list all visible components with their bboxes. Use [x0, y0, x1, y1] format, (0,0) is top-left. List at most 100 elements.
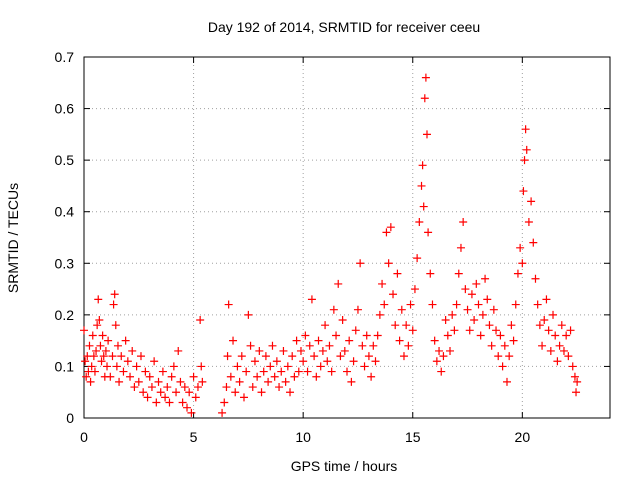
data-point — [136, 352, 145, 361]
data-point — [97, 357, 106, 366]
data-point — [420, 94, 429, 103]
data-point — [426, 269, 435, 278]
data-point — [103, 362, 112, 371]
data-point — [393, 269, 402, 278]
data-point — [518, 259, 527, 268]
data-point — [422, 130, 431, 139]
data-point — [461, 285, 470, 294]
data-point — [96, 341, 105, 350]
data-point — [439, 352, 448, 361]
data-point — [443, 331, 452, 340]
data-point — [222, 383, 231, 392]
x-tick-label: 10 — [295, 429, 311, 445]
data-point — [386, 223, 395, 232]
data-point — [275, 383, 284, 392]
data-point — [538, 341, 547, 350]
data-point — [176, 377, 185, 386]
data-point — [380, 300, 389, 309]
data-point — [516, 243, 525, 252]
data-point — [189, 372, 198, 381]
data-point — [193, 383, 202, 392]
data-point — [286, 388, 295, 397]
y-tick-label: 0.1 — [55, 358, 75, 374]
data-point — [130, 383, 139, 392]
data-point — [111, 321, 120, 330]
data-point — [82, 372, 91, 381]
data-point — [301, 331, 310, 340]
data-point — [551, 331, 560, 340]
data-point — [310, 352, 319, 361]
data-point — [527, 197, 536, 206]
data-point — [347, 377, 356, 386]
data-point — [242, 367, 251, 376]
data-point — [521, 125, 530, 134]
data-point — [272, 357, 281, 366]
data-point — [382, 228, 391, 237]
x-tick-label: 20 — [515, 429, 531, 445]
data-point — [553, 357, 562, 366]
data-point — [402, 321, 411, 330]
data-point — [110, 290, 119, 299]
data-point — [465, 326, 474, 335]
data-point — [220, 398, 229, 407]
data-point — [478, 310, 487, 319]
data-point — [305, 341, 314, 350]
data-point — [223, 352, 232, 361]
x-tick-label: 5 — [190, 429, 198, 445]
data-point — [314, 336, 323, 345]
data-point — [338, 316, 347, 325]
data-point — [113, 341, 122, 350]
data-point — [266, 362, 275, 371]
data-point — [415, 218, 424, 227]
data-point — [145, 372, 154, 381]
x-tick-label: 0 — [80, 429, 88, 445]
y-tick-label: 0 — [66, 410, 74, 426]
data-point — [524, 218, 533, 227]
data-point — [323, 357, 332, 366]
y-tick-label: 0.6 — [55, 101, 75, 117]
data-point — [540, 316, 549, 325]
data-point — [152, 398, 161, 407]
data-point — [288, 352, 297, 361]
data-point — [573, 377, 582, 386]
data-point — [178, 398, 187, 407]
data-point — [90, 367, 99, 376]
data-point — [467, 290, 476, 299]
data-point — [257, 388, 266, 397]
data-point — [413, 254, 422, 263]
data-point — [406, 300, 415, 309]
data-point — [94, 295, 103, 304]
data-point — [360, 362, 369, 371]
data-point — [174, 346, 183, 355]
data-point — [485, 321, 494, 330]
data-point — [115, 377, 124, 386]
data-point — [187, 408, 196, 417]
data-point — [507, 321, 516, 330]
data-point — [231, 388, 240, 397]
data-point — [87, 362, 96, 371]
data-point — [546, 346, 555, 355]
data-point — [172, 388, 181, 397]
data-point — [418, 161, 427, 170]
data-point — [375, 310, 384, 319]
data-point — [92, 346, 101, 355]
data-point — [362, 331, 371, 340]
data-point — [264, 377, 273, 386]
data-point — [121, 336, 130, 345]
data-point — [89, 352, 98, 361]
data-point — [367, 372, 376, 381]
data-point — [441, 316, 450, 325]
data-point — [389, 290, 398, 299]
data-point — [239, 393, 248, 402]
data-point — [369, 341, 378, 350]
data-point — [519, 187, 528, 196]
data-point — [500, 341, 509, 350]
y-tick-label: 0.4 — [55, 204, 75, 220]
data-point — [93, 321, 102, 330]
data-point — [237, 352, 246, 361]
data-point — [253, 372, 262, 381]
data-point — [378, 279, 387, 288]
data-point — [86, 377, 95, 386]
data-point — [542, 295, 551, 304]
